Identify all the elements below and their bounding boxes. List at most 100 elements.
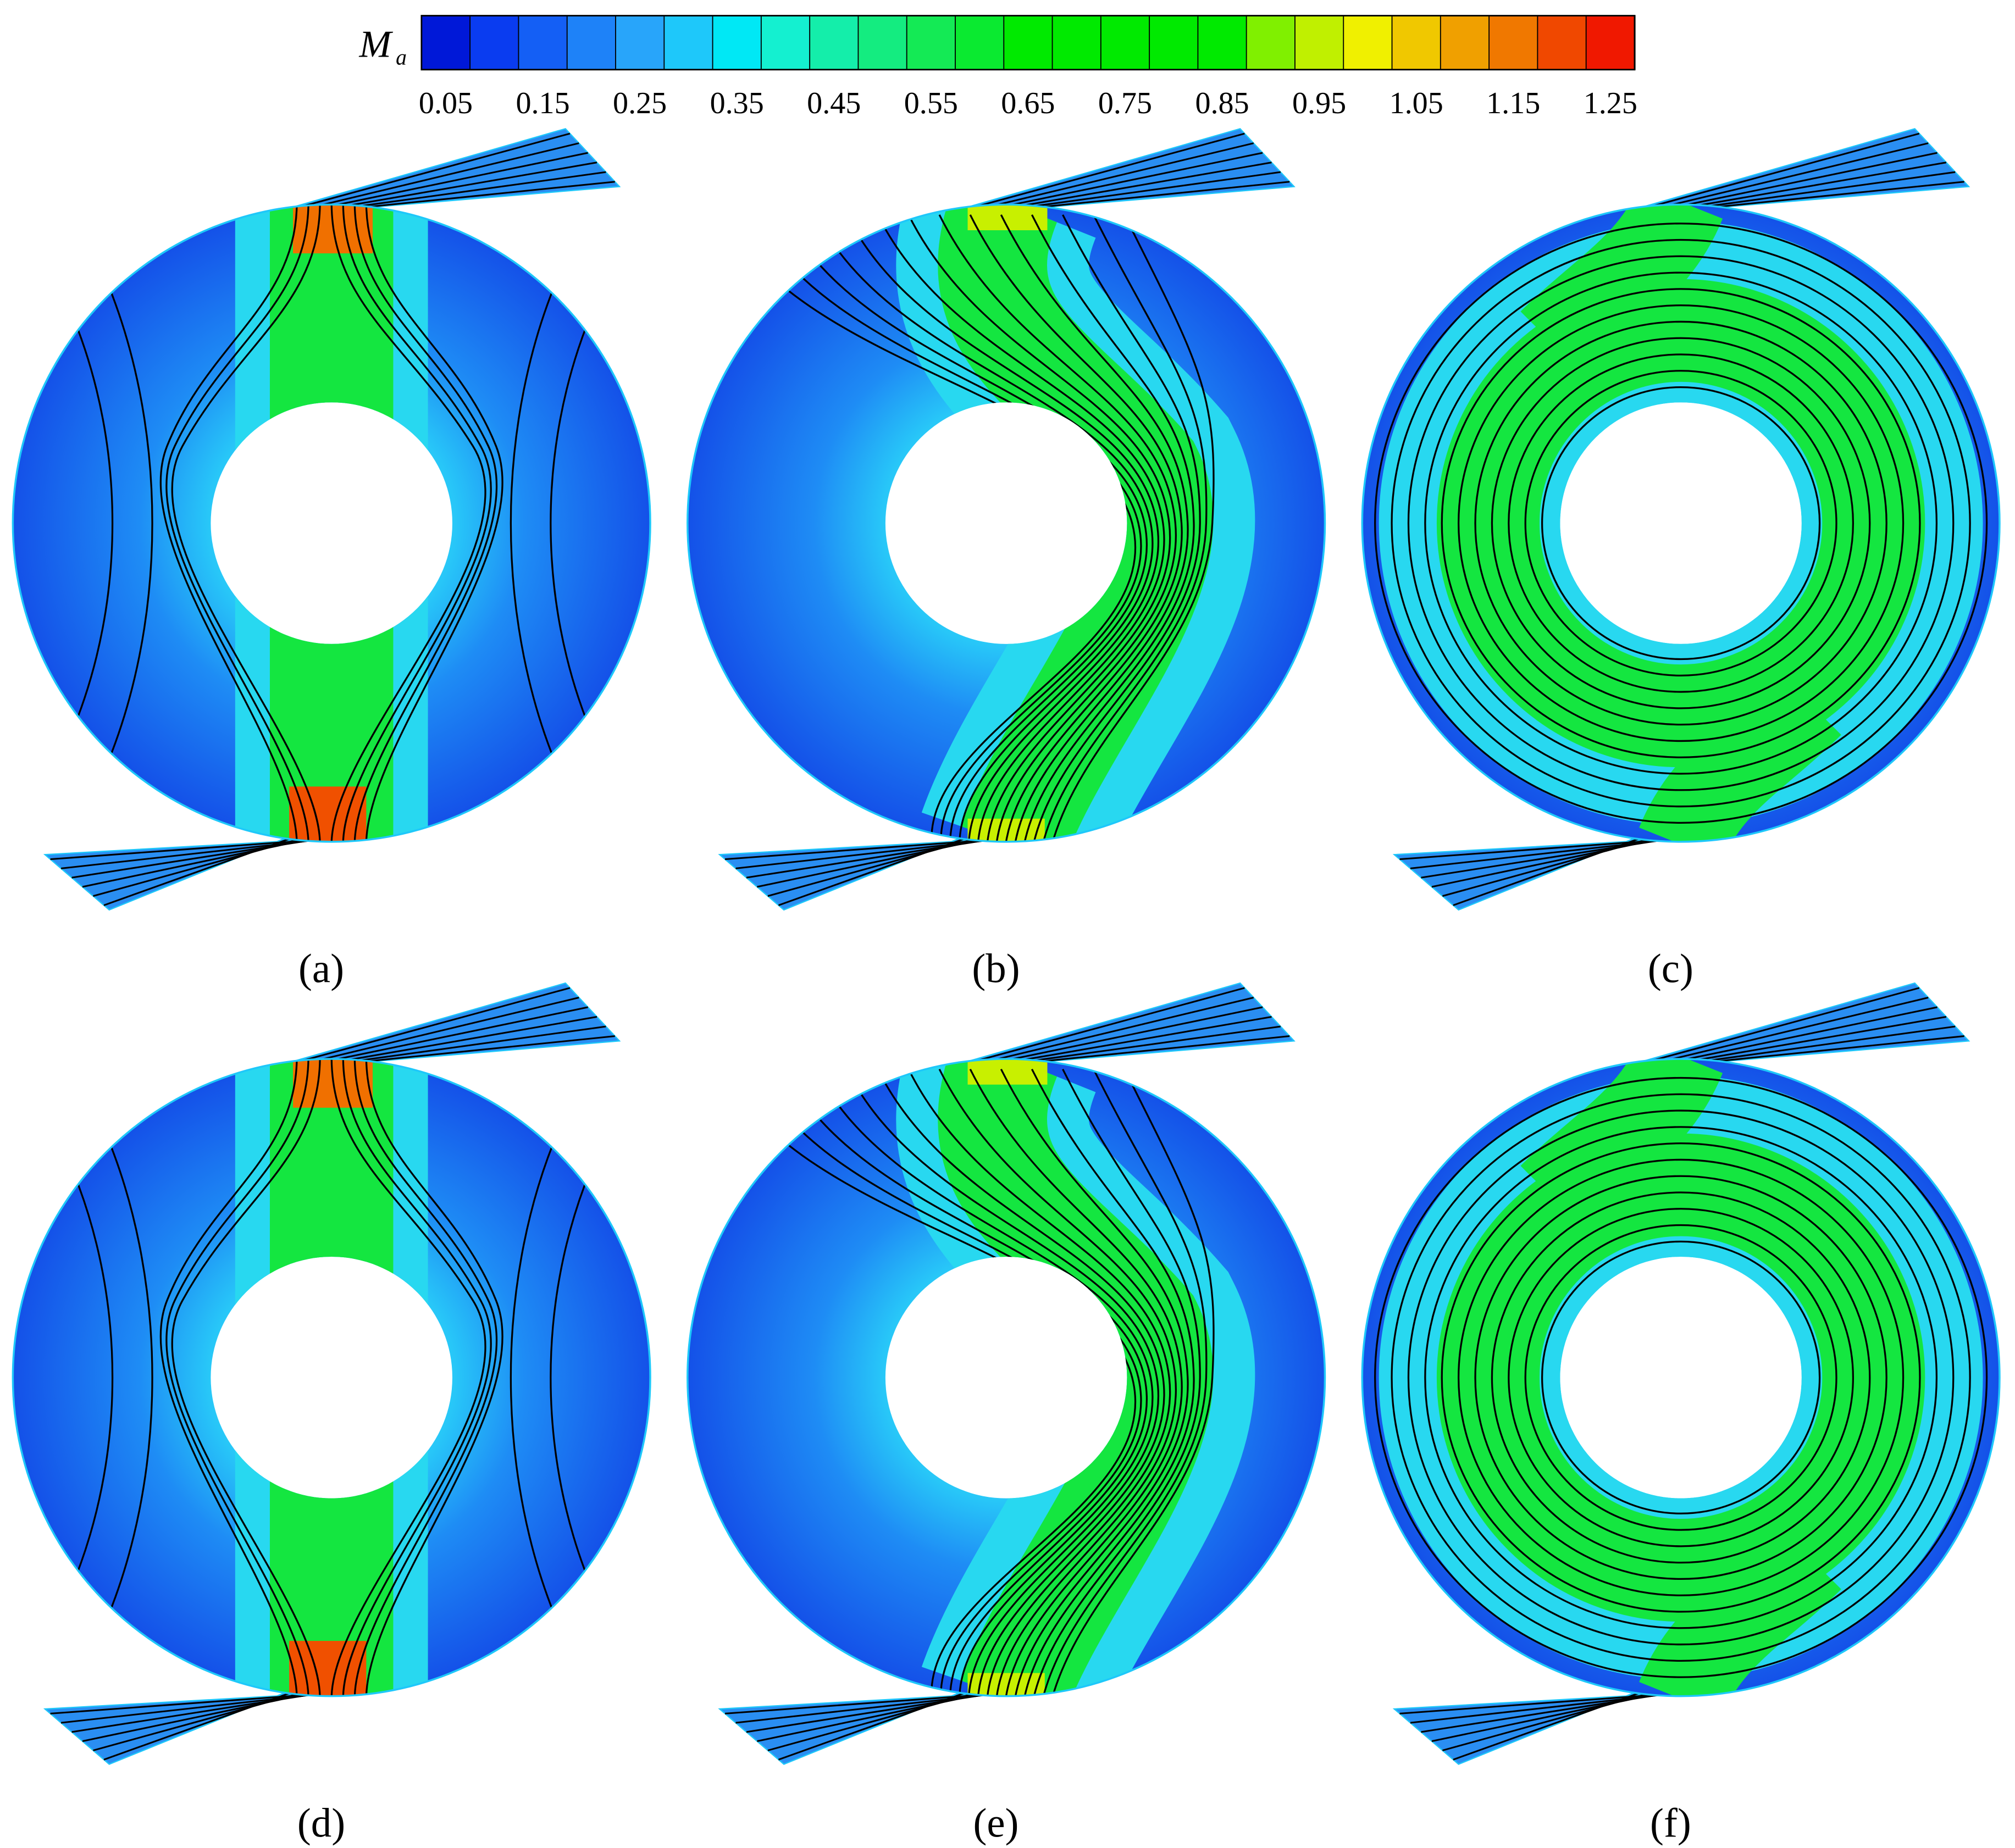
duct-streamline [974,987,1245,1063]
streamline [1441,288,1921,758]
duct-streamline [299,132,571,208]
colorbar: 0.05 0.15 0.25 0.35 0.45 0.55 0.65 0.75 0.85 0.95… [419,15,1637,120]
streamline [1474,1175,1887,1580]
duct-streamline [1715,181,1964,208]
streamline [365,204,503,842]
casing-outline [1361,1058,2001,1697]
streamline [159,1058,298,1696]
duct-streamline [987,996,1254,1063]
colorbar-tick-label: 0.35 [710,86,764,120]
contour-panel [1361,982,2001,1765]
streamline [330,1058,486,1696]
streamline [165,1058,309,1696]
duct-streamline [352,1025,606,1063]
colorbar-cell [906,15,956,70]
streamline [938,214,1177,842]
duct-streamline [1675,1006,1937,1063]
streamline [1424,1126,1938,1629]
colorbar-cell [1488,15,1539,70]
duct-streamline [1040,181,1290,208]
streamline [353,1058,497,1696]
colorbar-tick-label: 0.45 [807,86,861,120]
casing-outline [687,1058,1326,1697]
streamline [1032,214,1201,842]
streamline [99,1120,153,1635]
duct-streamline [1000,1006,1263,1063]
streamline [510,265,564,781]
panel-label: (a) [298,946,344,992]
colorbar-tick-label: 1.15 [1486,86,1540,120]
streamline [165,204,309,842]
colorbar-cell [712,15,762,70]
streamline [1023,214,1195,842]
duct-streamline [1689,162,1947,208]
streamline [1391,238,1971,808]
streamline [330,204,486,842]
streamline [1541,386,1821,661]
streamline [938,1068,1177,1696]
streamline [48,1120,114,1635]
colorbar-tick-label: 1.05 [1390,86,1443,120]
duct-streamline [1027,1025,1281,1063]
contour-panel [12,982,651,1765]
streamline [753,1068,1142,1696]
casing-outline [12,1058,651,1697]
duct-streamline [60,836,347,869]
streamline [784,214,1148,842]
duct-streamline [735,1690,1022,1724]
streamline [907,1068,1171,1696]
flow-band [1436,1133,1925,1622]
duct-streamline [1689,1015,1947,1063]
colorbar-tick-label: 0.75 [1098,86,1152,120]
streamline [1424,271,1938,775]
streamline [815,214,1154,842]
duct-streamline [352,171,606,208]
streamline [48,265,114,781]
streamline [907,214,1171,842]
colorbar-cell [1003,15,1054,70]
colorbar-tick-label: 0.15 [516,86,569,120]
streamline [171,204,321,842]
panel-label: (e) [973,1800,1018,1846]
streamline [99,265,153,781]
streamline [1000,214,1189,842]
colorbar-cell [663,15,714,70]
streamline [171,1058,321,1696]
duct-streamline [339,162,597,208]
streamline [1051,214,1215,842]
streamline [1491,337,1871,709]
duct-streamline [366,181,615,208]
colorbar-cell [518,15,568,70]
colorbar-tick-label: 1.25 [1584,86,1637,120]
streamline [722,214,1137,842]
streamline [1508,1208,1855,1547]
duct-streamline [987,142,1254,208]
streamline [1042,214,1208,842]
colorbar-cell [1391,15,1442,70]
duct-streamline [1662,142,1929,208]
streamline [784,1068,1148,1696]
streamline [846,214,1159,842]
duct-streamline [1648,987,1920,1063]
streamline [550,265,616,781]
duct-streamline [312,142,579,208]
streamline [969,214,1183,842]
streamline [1407,1109,1955,1646]
streamline [1474,320,1887,726]
flow-band [1436,279,1925,768]
colorbar-tick-label: 0.55 [904,86,958,120]
streamline [342,1058,492,1696]
streamline [1051,1068,1215,1696]
duct-streamline [1715,1035,1964,1063]
streamline [1023,1068,1195,1696]
duct-streamline [1702,171,1956,208]
streamline [1458,304,1905,742]
colorbar-cell [809,15,860,70]
duct-streamline [1027,171,1281,208]
streamline [969,1068,1183,1696]
duct-streamline [1410,1690,1697,1724]
colorbar-cell [1149,15,1199,70]
streamline [1000,1068,1189,1696]
panel-label: (b) [972,946,1020,992]
